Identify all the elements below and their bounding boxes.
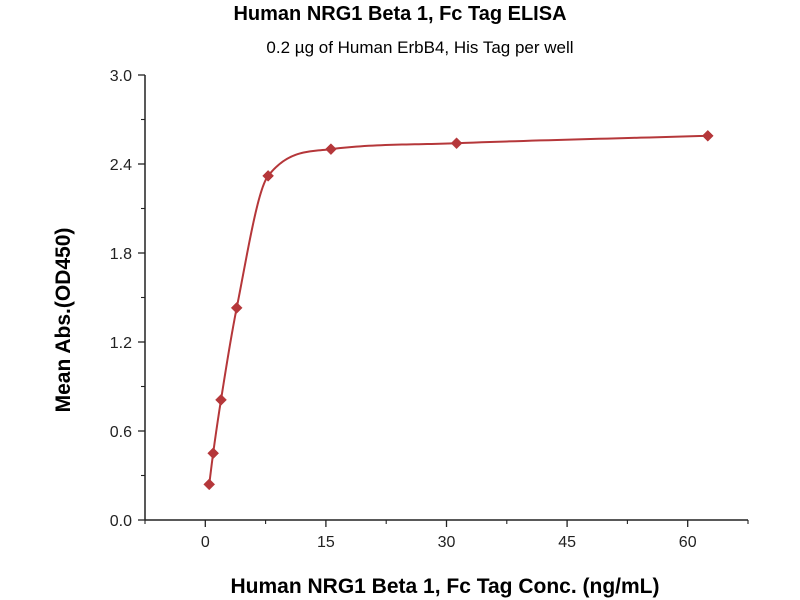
fit-curve — [208, 134, 708, 485]
x-axis-title: Human NRG1 Beta 1, Fc Tag Conc. (ng/mL) — [231, 575, 660, 598]
data-point — [203, 478, 216, 491]
y-tick-label: 1.8 — [110, 246, 132, 263]
x-tick-label: 15 — [317, 534, 335, 551]
y-tick-label: 2.4 — [110, 157, 132, 174]
data-point — [701, 129, 714, 142]
x-tick-label: 0 — [201, 534, 210, 551]
y-ticks: 0.0 0.6 1.2 1.8 2.4 3.0 — [110, 68, 145, 530]
data-points — [203, 129, 714, 491]
y-tick-label: 1.2 — [110, 335, 132, 352]
y-tick-label: 0.0 — [110, 513, 132, 530]
data-point — [262, 170, 274, 182]
x-tick-label: 60 — [679, 534, 697, 551]
y-tick-label: 0.6 — [110, 424, 132, 441]
y-tick-label: 3.0 — [110, 68, 132, 85]
chart-subtitle: 0.2 µg of Human ErbB4, His Tag per well — [266, 38, 573, 57]
data-point — [325, 143, 337, 156]
data-point — [215, 393, 227, 406]
chart-title: Human NRG1 Beta 1, Fc Tag ELISA — [233, 3, 566, 25]
x-ticks: 0 15 30 45 60 — [144, 520, 749, 551]
data-point — [230, 302, 243, 314]
x-tick-label: 30 — [438, 534, 456, 551]
data-point — [450, 137, 463, 150]
data-point — [207, 447, 220, 460]
x-tick-label: 45 — [558, 534, 576, 551]
y-axis-title: Mean Abs.(OD450) — [52, 228, 75, 413]
